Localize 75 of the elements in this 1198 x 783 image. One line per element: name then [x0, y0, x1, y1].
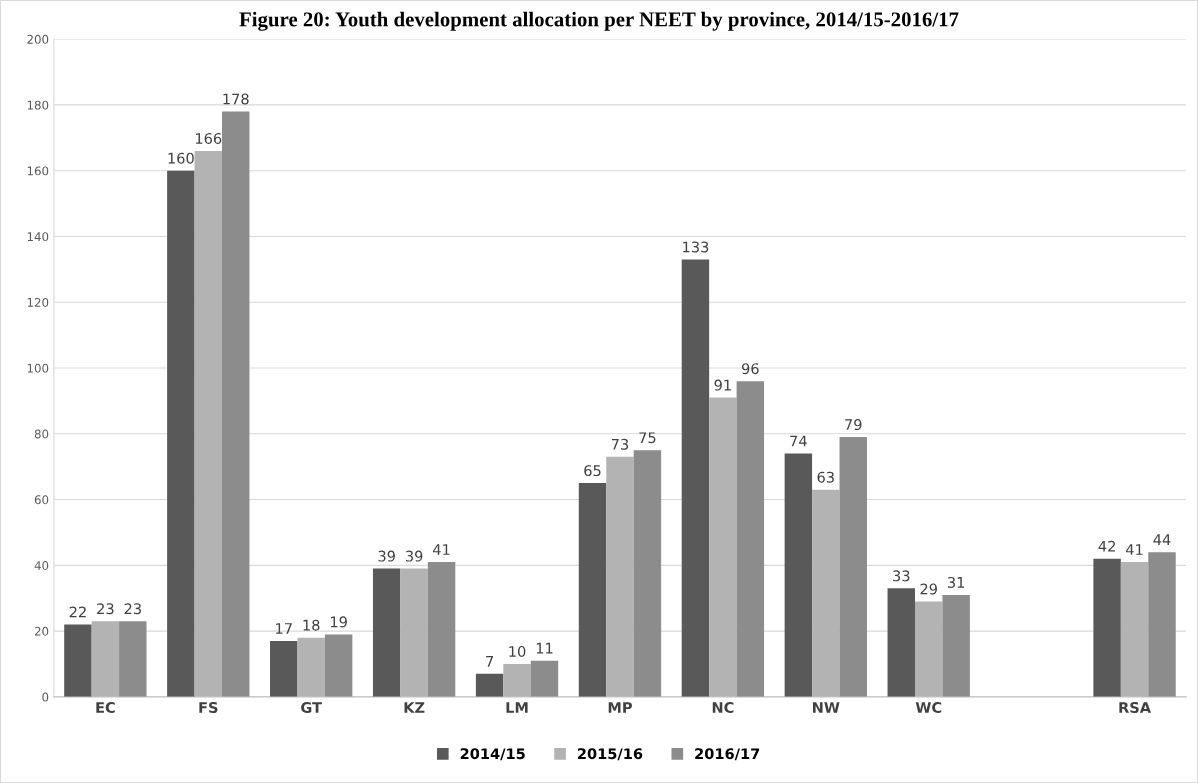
bar [119, 621, 147, 697]
data-label: 39 [378, 550, 395, 562]
legend-label: 2016/17 [695, 748, 760, 761]
data-label: 41 [1125, 544, 1143, 555]
bar [887, 588, 915, 697]
data-label: 39 [405, 550, 423, 562]
bar [270, 640, 298, 697]
x-tick-label: NW [813, 702, 840, 713]
data-label: 22 [69, 606, 86, 618]
y-tick-label: 200 [27, 34, 49, 44]
y-tick-label: 180 [27, 100, 49, 110]
y-tick-label: 80 [34, 429, 49, 439]
x-tick-label: MP [608, 702, 632, 713]
data-label: 44 [1153, 534, 1171, 545]
bar [681, 259, 710, 697]
bar [839, 437, 867, 697]
data-label: 18 [303, 619, 320, 631]
y-tick-label: 40 [34, 561, 49, 570]
y-tick-label: 20 [34, 626, 49, 636]
bar [475, 673, 504, 697]
legend-label: 2014/15 [460, 748, 525, 761]
data-label: 75 [639, 432, 656, 444]
data-label: 79 [845, 419, 862, 431]
y-tick-label: 60 [34, 495, 49, 505]
bar [633, 450, 662, 697]
data-label: 160 [168, 152, 194, 164]
data-label: 11 [536, 642, 553, 654]
data-label: 63 [817, 471, 834, 483]
bar [578, 483, 607, 697]
x-tick-label: NC [712, 701, 734, 714]
chart-title: Figure 20: Youth development allocation per NEET by province, 2014/15-2016/17 [239, 11, 959, 31]
data-label: 133 [683, 241, 709, 253]
legend-label: 2015/16 [577, 748, 643, 761]
data-label: 23 [97, 603, 114, 615]
x-tick-label: FS [199, 701, 218, 714]
y-tick-label: 120 [27, 297, 49, 307]
data-label: 42 [1098, 540, 1115, 552]
data-label: 33 [893, 570, 910, 582]
bar [427, 562, 456, 697]
bar [324, 634, 353, 697]
x-tick-label: KZ [404, 702, 425, 713]
data-label: 10 [509, 645, 526, 657]
data-label: 17 [276, 623, 292, 634]
data-label: 23 [124, 603, 141, 615]
bar [222, 111, 250, 697]
data-label: 31 [948, 576, 965, 588]
data-label: 74 [790, 435, 807, 447]
bar [1148, 552, 1176, 697]
x-tick-label: GT [301, 701, 322, 714]
data-label: 41 [433, 544, 450, 555]
bar [372, 568, 401, 697]
data-label: 166 [195, 132, 222, 144]
y-tick-label: 100 [27, 363, 49, 373]
x-tick-label: LM [506, 702, 528, 713]
bar [784, 453, 813, 697]
data-label: 96 [741, 363, 759, 375]
data-label: 29 [920, 583, 937, 595]
data-label: 73 [611, 438, 629, 450]
x-tick-label: WC [915, 701, 942, 714]
y-tick-label: 140 [27, 232, 49, 242]
data-label: 7 [486, 656, 493, 667]
x-tick-label: EC [96, 701, 115, 714]
data-label: 91 [714, 379, 731, 391]
y-tick-label: 160 [27, 166, 49, 176]
bar [942, 594, 970, 697]
data-label: 19 [330, 616, 347, 628]
y-tick-label: 0 [42, 692, 49, 702]
data-label: 178 [223, 93, 249, 105]
bar [167, 170, 195, 697]
bar [64, 624, 92, 697]
bar [530, 660, 559, 697]
bar [1093, 558, 1121, 697]
x-tick-label: RSA [1119, 701, 1151, 714]
bar [736, 381, 765, 697]
data-label: 65 [584, 465, 601, 477]
